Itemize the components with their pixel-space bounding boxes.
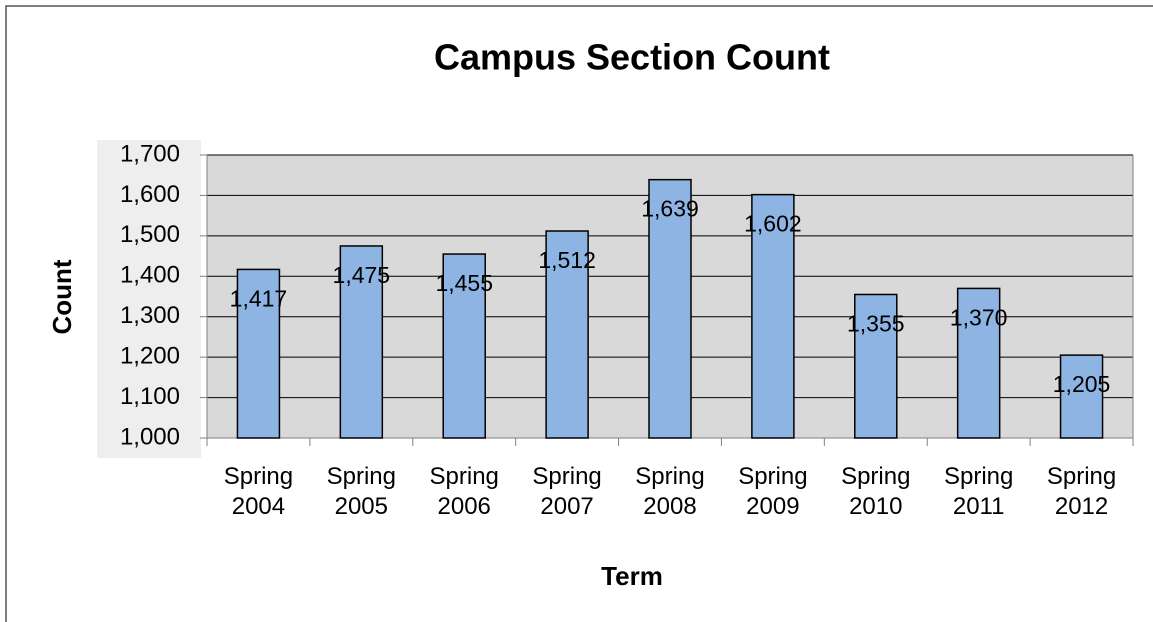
bar — [751, 193, 795, 439]
data-label: 1,512 — [538, 247, 596, 273]
data-label: 1,370 — [950, 304, 1008, 330]
x-tick-label: Spring 2009 — [738, 463, 808, 520]
data-label: 1,639 — [641, 196, 699, 222]
y-tick-label: 1,300 — [120, 302, 180, 329]
y-tick-label: 1,500 — [120, 221, 180, 248]
bar — [236, 268, 281, 439]
data-label: 1,475 — [333, 262, 391, 288]
bar — [648, 178, 692, 439]
data-label: 1,602 — [744, 211, 802, 237]
x-tick-label: Spring 2007 — [532, 463, 602, 520]
bar — [956, 287, 1001, 439]
data-label: 1,355 — [847, 311, 905, 337]
data-label: 1,455 — [435, 270, 493, 296]
x-tick-label: Spring 2005 — [326, 463, 396, 520]
bar — [442, 253, 486, 439]
bar — [854, 293, 898, 439]
data-label: 1,205 — [1053, 371, 1111, 397]
bar — [545, 230, 589, 439]
y-tick-label: 1,100 — [120, 383, 180, 410]
bar — [1059, 354, 1104, 439]
x-tick-label: Spring 2004 — [223, 463, 294, 520]
y-tick-label: 1,200 — [120, 342, 180, 369]
chart-title: Campus Section Count — [434, 37, 830, 78]
y-tick-label: 1,600 — [120, 181, 180, 208]
x-tick-label: Spring 2006 — [429, 463, 499, 520]
y-tick-label: 1,400 — [120, 262, 180, 289]
x-tick-label: Spring 2010 — [841, 463, 911, 520]
bar — [339, 245, 384, 439]
y-tick-label: 1,700 — [120, 140, 180, 167]
y-tick-label: 1,000 — [120, 423, 180, 450]
y-axis-label: Count — [47, 259, 77, 334]
data-label: 1,417 — [230, 285, 288, 311]
x-tick-label: Spring 2008 — [635, 463, 705, 520]
x-tick-label: Spring 2012 — [1046, 463, 1117, 520]
x-tick-label: Spring 2011 — [943, 463, 1014, 520]
tick-label-background — [97, 140, 201, 458]
x-axis-label: Term — [601, 561, 663, 591]
